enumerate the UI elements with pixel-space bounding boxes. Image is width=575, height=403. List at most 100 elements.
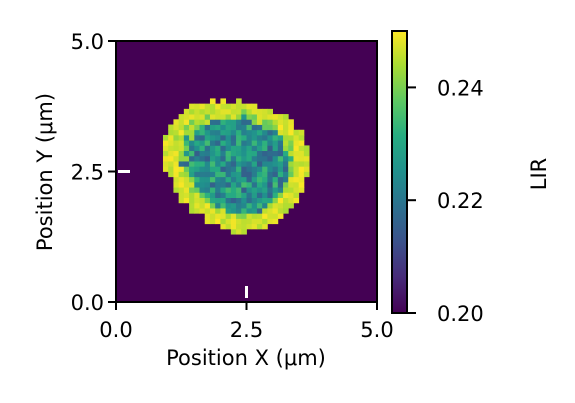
- heatmap-cell: [283, 140, 289, 146]
- heatmap-cell: [256, 161, 263, 167]
- heatmap-cell: [262, 129, 268, 136]
- heatmap-cell: [246, 140, 253, 146]
- heatmap-cell: [189, 176, 195, 183]
- heatmap-cell: [246, 218, 253, 225]
- heatmap-cell: [241, 134, 247, 141]
- heatmap-cell: [298, 134, 305, 141]
- heatmap-cell: [225, 208, 232, 214]
- heatmap-cell: [272, 192, 279, 198]
- heatmap-cell: [209, 129, 216, 136]
- heatmap-cell: [272, 161, 279, 167]
- heatmap-cell: [189, 145, 195, 152]
- heatmap-cell: [173, 155, 180, 162]
- heatmap-cell: [236, 108, 242, 115]
- y-axis: 0.0 2.5 5.0: [71, 30, 116, 315]
- heatmap-cell: [277, 197, 284, 204]
- heatmap-cell: [256, 176, 263, 183]
- heatmap-cell: [194, 103, 200, 110]
- heatmap-cell: [215, 197, 221, 204]
- x-axis-label: Position X (μm): [166, 346, 326, 370]
- heatmap-cell: [209, 192, 216, 198]
- heatmap-cell: [209, 140, 216, 146]
- heatmap-cell: [230, 166, 237, 172]
- heatmap-cell: [272, 171, 279, 178]
- heatmap-cell: [173, 181, 180, 188]
- heatmap-cell: [246, 176, 253, 183]
- heatmap-cell: [220, 202, 227, 209]
- heatmap-cell: [204, 124, 211, 131]
- heatmap-cell: [204, 108, 211, 115]
- heatmap-cell: [220, 119, 227, 125]
- heatmap-cell: [256, 187, 263, 193]
- heatmap-cell: [267, 129, 273, 136]
- heatmap-cell: [199, 192, 206, 198]
- heatmap-cell: [168, 129, 174, 136]
- heatmap-cell: [256, 192, 263, 198]
- heatmap-cell: [246, 129, 253, 136]
- heatmap-cell: [256, 181, 263, 188]
- heatmap-cell: [267, 192, 273, 198]
- heatmap-cell: [293, 176, 300, 183]
- heatmap-cell: [230, 150, 237, 157]
- heatmap-cell: [283, 202, 289, 209]
- heatmap-cell: [262, 134, 268, 141]
- heatmap-cell: [204, 171, 211, 178]
- heatmap-cell: [230, 119, 237, 125]
- heatmap-cell: [225, 218, 232, 225]
- heatmap-cell: [209, 124, 216, 131]
- heatmap-cell: [256, 114, 263, 120]
- heatmap-cell: [256, 155, 263, 162]
- heatmap-cell: [230, 223, 237, 230]
- heatmap-cell: [199, 155, 206, 162]
- heatmap-cell: [277, 171, 284, 178]
- heatmap-cell: [267, 208, 273, 214]
- heatmap-cell: [230, 140, 237, 146]
- heatmap-cell: [220, 114, 227, 120]
- heatmap-cell: [225, 129, 232, 136]
- heatmap-cell: [189, 192, 195, 198]
- heatmap-cell: [267, 119, 273, 125]
- heatmap-cell: [183, 192, 190, 198]
- heatmap-cell: [220, 129, 227, 136]
- heatmap-cell: [204, 202, 211, 209]
- heatmap-cell: [183, 161, 190, 167]
- heatmap-cell: [209, 114, 216, 120]
- heatmap-cell: [241, 145, 247, 152]
- heatmap-cell: [293, 166, 300, 172]
- heatmap-cell: [199, 150, 206, 157]
- heatmap-cell: [225, 202, 232, 209]
- heatmap-cell: [262, 176, 268, 183]
- heatmap-cell: [251, 150, 258, 157]
- heatmap-cell: [178, 176, 185, 183]
- heatmap-cell: [293, 171, 300, 178]
- heatmap-cell: [272, 202, 279, 209]
- heatmap-cell: [230, 187, 237, 193]
- heatmap-cell: [267, 124, 273, 131]
- heatmap-cell: [236, 202, 242, 209]
- heatmap-cell: [277, 176, 284, 183]
- heatmap-cell: [267, 150, 273, 157]
- heatmap-cell: [267, 134, 273, 141]
- heatmap-cell: [272, 119, 279, 125]
- heatmap-cell: [225, 171, 232, 178]
- heatmap-cell: [236, 187, 242, 193]
- heatmap-cell: [225, 119, 232, 125]
- heatmap-cell: [283, 187, 289, 193]
- heatmap-cell: [194, 134, 200, 141]
- heatmap-cell: [288, 181, 294, 188]
- heatmap-cell: [225, 192, 232, 198]
- heatmap-cell: [277, 213, 284, 219]
- heatmap-cell: [241, 192, 247, 198]
- heatmap-cell: [267, 161, 273, 167]
- heatmap-cell: [277, 202, 284, 209]
- heatmap-cell: [215, 129, 221, 136]
- heatmap-cell: [199, 145, 206, 152]
- heatmap-cell: [204, 103, 211, 110]
- heatmap-cell: [288, 202, 294, 209]
- heatmap-cell: [189, 108, 195, 115]
- heatmap-cell: [194, 181, 200, 188]
- heatmap-cell: [215, 166, 221, 172]
- heatmap-cell: [283, 176, 289, 183]
- heatmap-cell: [178, 155, 185, 162]
- heatmap-cell: [230, 155, 237, 162]
